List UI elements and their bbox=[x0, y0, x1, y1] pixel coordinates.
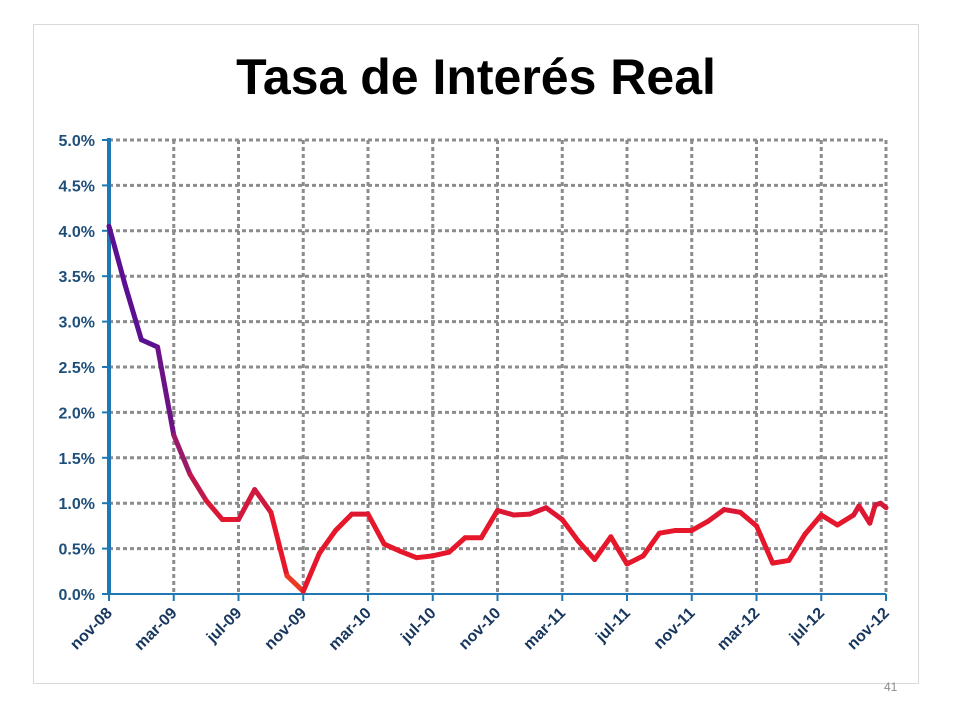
line-segment bbox=[252, 487, 274, 515]
line-segment bbox=[834, 512, 857, 528]
line-segment bbox=[203, 497, 225, 523]
line-segment bbox=[381, 541, 403, 554]
line-segment bbox=[786, 531, 808, 563]
line-segment bbox=[877, 500, 889, 511]
line-segment bbox=[559, 517, 581, 544]
chart-title: Tasa de Interés Real bbox=[236, 49, 716, 105]
x-tick-label: mar-11 bbox=[521, 605, 570, 654]
line-segment bbox=[737, 509, 759, 529]
y-tick-label: 0.0% bbox=[59, 587, 95, 604]
line-segment bbox=[592, 534, 614, 562]
line-segment bbox=[608, 534, 630, 567]
line-segment bbox=[856, 503, 873, 526]
line-segment bbox=[430, 549, 452, 559]
line-segment bbox=[446, 535, 468, 555]
line-segment bbox=[155, 344, 177, 438]
y-tick-label: 4.0% bbox=[59, 224, 95, 241]
line-segment bbox=[818, 512, 840, 528]
y-tick-label: 3.5% bbox=[59, 269, 95, 286]
y-tick-label: 3.0% bbox=[59, 315, 95, 332]
line-segment bbox=[268, 509, 290, 579]
y-axis-ticks: 0.0% 0.5% 1.0% 1.5% 2.0% 2.5% 3.0% 3.5% 4.0% 4.5%… bbox=[59, 133, 95, 604]
y-tick-label: 1.5% bbox=[59, 451, 95, 468]
x-tick-label: nov-09 bbox=[262, 605, 311, 654]
x-tick-label: jul-11 bbox=[592, 605, 634, 647]
line-segment bbox=[414, 553, 436, 561]
line-segment bbox=[106, 223, 128, 288]
line-segment bbox=[122, 282, 144, 343]
line-segment bbox=[867, 502, 878, 526]
line-segment bbox=[397, 548, 420, 561]
y-tick-label: 2.0% bbox=[59, 405, 95, 422]
x-tick-label: mar-10 bbox=[326, 605, 375, 654]
x-tick-label: nov-12 bbox=[844, 605, 893, 654]
data-line bbox=[106, 223, 889, 594]
line-segment bbox=[365, 511, 387, 547]
x-tick-label: mar-09 bbox=[131, 605, 180, 654]
line-segment bbox=[656, 527, 679, 536]
x-tick-label: jul-10 bbox=[397, 605, 439, 647]
line-segment bbox=[284, 573, 306, 594]
line-segment bbox=[802, 512, 824, 537]
page-number: 41 bbox=[884, 680, 898, 694]
line-segment bbox=[316, 527, 339, 556]
line-segment bbox=[754, 523, 776, 566]
line-segment bbox=[624, 553, 646, 567]
x-tick-label: jul-09 bbox=[203, 605, 245, 647]
x-tick-label: nov-11 bbox=[651, 605, 699, 653]
y-tick-label: 5.0% bbox=[59, 133, 95, 150]
x-axis-ticks: nov-08 mar-09 jul-09 nov-09 mar-10 jul-10 nov-… bbox=[67, 605, 893, 654]
line-segment bbox=[770, 557, 792, 566]
grid-lines bbox=[109, 138, 888, 594]
line-segment bbox=[721, 507, 743, 515]
line-segment bbox=[478, 507, 500, 541]
line-segment bbox=[543, 505, 565, 523]
x-tick-label: mar-12 bbox=[714, 605, 763, 654]
line-segment bbox=[640, 530, 662, 559]
line-segment bbox=[187, 471, 209, 503]
line-segment bbox=[575, 538, 598, 562]
axes bbox=[102, 138, 887, 601]
x-tick-label: jul-12 bbox=[786, 605, 828, 647]
y-tick-label: 1.0% bbox=[59, 496, 95, 513]
line-segment bbox=[333, 511, 355, 533]
line-segment bbox=[511, 511, 533, 518]
line-segment bbox=[171, 432, 193, 477]
x-tick-label: nov-10 bbox=[456, 605, 505, 654]
line-segment bbox=[689, 518, 711, 533]
line-segment bbox=[705, 507, 727, 524]
slide-frame bbox=[33, 24, 919, 684]
y-tick-label: 0.5% bbox=[59, 542, 95, 559]
y-tick-label: 4.5% bbox=[59, 178, 95, 195]
line-segment bbox=[300, 550, 322, 594]
x-tick-label: nov-08 bbox=[67, 605, 116, 654]
line-segment bbox=[495, 507, 517, 518]
y-tick-label: 2.5% bbox=[59, 360, 95, 377]
line-segment bbox=[236, 487, 258, 523]
line-segment bbox=[138, 337, 161, 350]
line-segment bbox=[527, 505, 549, 517]
